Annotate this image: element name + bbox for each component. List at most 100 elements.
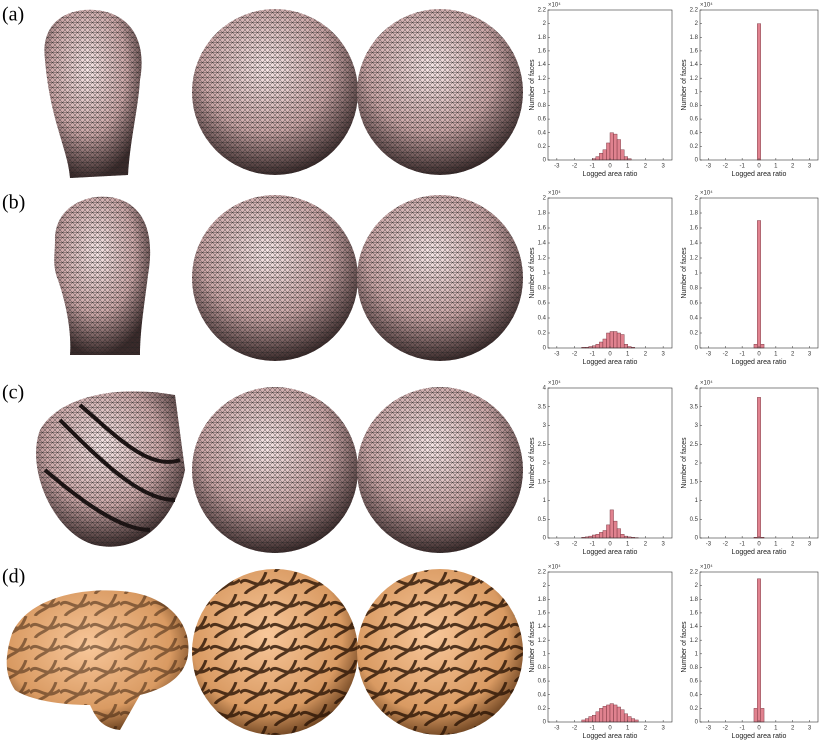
bar [623,344,628,349]
bar [606,524,611,539]
y-tick-label: 1.6 [690,48,699,54]
y-tick-label: 1.8 [538,211,547,217]
bar [595,156,600,161]
y-tick-label: 1.4 [538,624,547,630]
x-tick-label: -1 [739,164,745,170]
x-tick-label: -3 [706,164,712,170]
x-tick-label: -3 [554,726,560,732]
y-multiplier: ×10⁴ [548,380,561,387]
bar [592,534,597,539]
bar [581,719,586,723]
x-tick-label: -2 [723,726,729,732]
y-tick-label: 1.4 [538,241,547,247]
bar [757,397,761,539]
y-tick-label: 0.4 [538,130,547,136]
y-tick-label: 1 [543,498,547,504]
bar [609,509,614,539]
y-tick-label: 3.5 [690,404,699,410]
bar [602,149,607,161]
y-tick-label: 0.2 [690,144,699,150]
x-tick-label: -3 [554,352,560,358]
x-tick-label: -1 [590,352,596,358]
x-axis-label: Logged area ratio [732,359,787,366]
x-tick-label: -1 [590,726,596,732]
bar [602,530,607,539]
y-tick-label: 0.4 [538,316,547,322]
y-tick-label: 1 [695,271,699,277]
x-tick-label: 3 [661,352,665,358]
mesh-images [6,9,523,735]
y-tick-label: 0.8 [538,286,547,292]
x-tick-label: 0 [757,726,761,732]
x-tick-label: -3 [554,542,560,548]
y-tick-label: 1 [695,89,699,95]
y-tick-label: 0 [695,720,699,726]
bar [757,578,761,723]
y-tick-label: 2 [543,196,547,202]
y-tick-label: 1.2 [690,76,699,82]
y-multiplier: ×10⁴ [700,380,713,387]
bar [631,718,635,723]
y-tick-label: 0 [695,158,699,164]
y-tick-label: 0.8 [538,103,547,109]
plot-frame [547,197,673,349]
y-tick-label: 0.2 [538,331,547,337]
x-tick-label: 3 [808,542,812,548]
bar [592,714,597,723]
y-tick-label: 1.2 [690,638,699,644]
bar [616,528,621,539]
bar [602,706,607,723]
bar [753,344,758,349]
y-tick-label: 0.5 [538,517,547,523]
bar [588,716,593,723]
y-tick-label: 1.2 [538,256,547,262]
x-tick-label: -2 [723,352,729,358]
y-tick-label: 0 [695,346,699,352]
y-tick-label: 2 [695,21,699,27]
bar [620,709,625,723]
y-tick-label: 2.2 [690,8,699,14]
y-multiplier: ×10⁴ [548,2,561,9]
panel-label: (c) [2,382,24,404]
bar [609,132,614,161]
x-tick-label: -3 [706,726,712,732]
y-multiplier: ×10⁴ [548,190,561,197]
y-tick-label: 2.5 [538,442,547,448]
bar [585,718,589,723]
y-tick-label: 1.6 [538,226,547,232]
bar [606,142,611,161]
y-tick-label: 0 [543,720,547,726]
x-tick-label: 2 [791,542,795,548]
y-tick-label: 2 [543,461,547,467]
x-tick-label: -2 [723,542,729,548]
x-tick-label: -2 [572,352,578,358]
y-tick-label: 1.8 [690,597,699,603]
x-tick-label: 1 [626,352,630,358]
y-tick-label: 1.4 [690,62,699,68]
y-tick-label: 0.2 [690,331,699,337]
panel-label: (b) [2,192,25,214]
y-tick-label: 3.5 [538,404,547,410]
x-axis-label: Logged area ratio [583,359,638,366]
bar [606,332,611,349]
y-tick-label: 1.6 [690,226,699,232]
y-tick-label: 0.6 [690,679,699,685]
x-tick-label: -1 [590,164,596,170]
y-tick-label: 0.6 [690,117,699,123]
x-tick-label: 3 [808,164,812,170]
y-tick-label: 0 [543,536,547,542]
bar [606,704,611,723]
y-tick-label: 3 [543,423,547,429]
y-tick-label: 0.8 [690,286,699,292]
x-tick-label: 1 [774,164,778,170]
bar [616,139,621,161]
x-axis-label: Logged area ratio [732,549,787,556]
y-tick-label: 1 [695,498,699,504]
bar [623,713,628,723]
x-tick-label: 1 [626,164,630,170]
y-tick-label: 0.2 [538,144,547,150]
bar [620,534,625,539]
y-tick-label: 1 [695,651,699,657]
y-tick-label: 0.6 [690,301,699,307]
